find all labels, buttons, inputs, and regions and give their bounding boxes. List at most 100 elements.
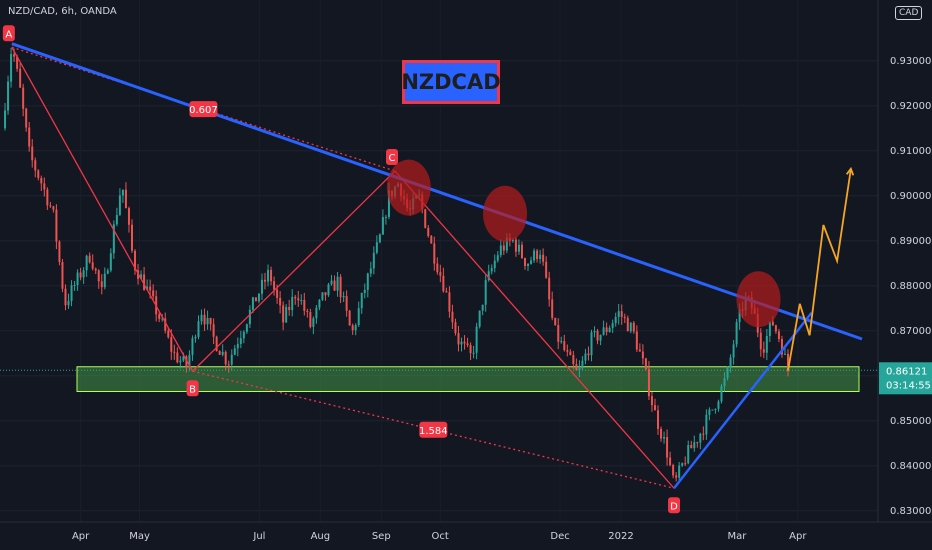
- currency-badge[interactable]: CAD: [895, 6, 923, 20]
- candle-body: [663, 437, 666, 439]
- candle-body: [466, 343, 469, 346]
- resistance-circles: [386, 159, 781, 328]
- candle-body: [366, 273, 369, 290]
- candle-body: [106, 270, 109, 274]
- candle-body: [726, 367, 729, 379]
- candle-body: [221, 351, 224, 355]
- ratio-label: 1.584: [419, 426, 448, 437]
- candle-body: [427, 227, 430, 237]
- candle-body: [140, 274, 143, 279]
- candle-body: [7, 81, 10, 111]
- candle-body: [67, 301, 70, 306]
- candle-body: [124, 189, 127, 209]
- price-axis[interactable]: 0.93000 0.92000 0.91000 0.90000 0.89000 0.880…: [879, 56, 932, 517]
- candle-body: [360, 292, 363, 309]
- candle-body: [502, 245, 505, 251]
- candle-body: [672, 465, 675, 476]
- y-tick-label: 0.93000: [890, 56, 931, 67]
- candle-body: [309, 312, 312, 327]
- candle-body: [539, 254, 542, 259]
- candle-body: [64, 288, 67, 306]
- candle-body: [623, 316, 626, 318]
- x-tick-label: May: [129, 531, 150, 542]
- candle-body: [339, 276, 342, 298]
- candle-body: [596, 330, 599, 341]
- candle-body: [164, 318, 167, 331]
- last-price-label: 0.86121: [886, 366, 927, 377]
- candle-body: [717, 401, 720, 409]
- candle-body: [768, 321, 771, 336]
- countdown-label: 03:14:55: [886, 380, 931, 391]
- candle-body: [276, 289, 279, 298]
- candle-body: [152, 290, 155, 297]
- candle-body: [511, 239, 514, 242]
- candle-body: [185, 356, 188, 368]
- candle-body: [288, 306, 291, 311]
- candle-body: [127, 208, 130, 225]
- candle-body: [765, 335, 768, 353]
- candle-body: [647, 369, 650, 397]
- candle-body: [469, 345, 472, 354]
- candle-body: [270, 269, 273, 282]
- pattern-point-label-bg: [2, 25, 15, 42]
- candle-body: [318, 299, 321, 308]
- pattern-labels: A B C D 0.607 1.584: [2, 25, 681, 514]
- candle-body: [514, 239, 517, 252]
- candle-body: [52, 206, 55, 210]
- candle-body: [215, 336, 218, 351]
- candle-body: [499, 245, 502, 256]
- candle-body: [666, 437, 669, 458]
- candle-body: [203, 314, 206, 325]
- candle-body: [548, 277, 551, 300]
- candle-body: [669, 457, 672, 466]
- candle-body: [167, 330, 170, 338]
- candle-body: [620, 311, 623, 317]
- candle-body: [520, 244, 523, 258]
- candle-body: [321, 292, 324, 300]
- candle-body: [762, 349, 765, 353]
- time-axis[interactable]: Apr May Jul Aug Sep Oct Dec 2022 Mar Apr: [72, 531, 807, 542]
- candle-body: [454, 322, 457, 334]
- candle-body: [43, 183, 46, 190]
- y-tick-label: 0.92000: [890, 101, 931, 112]
- projection-line: [787, 168, 852, 371]
- candle-body: [780, 339, 783, 355]
- candle-body: [777, 331, 780, 340]
- candle-body: [16, 56, 19, 69]
- candle-body: [629, 322, 632, 332]
- candle-body: [227, 364, 230, 366]
- y-tick-label: 0.90000: [890, 191, 931, 202]
- pattern-point-label: B: [189, 384, 196, 395]
- candle-body: [774, 325, 777, 332]
- y-tick-label: 0.83000: [890, 506, 931, 517]
- candle-body: [738, 309, 741, 323]
- candle-body: [179, 360, 182, 363]
- candle-body: [242, 331, 245, 339]
- candle-body: [257, 293, 260, 302]
- candle-body: [608, 327, 611, 333]
- candle-body: [342, 296, 345, 298]
- candle-body: [569, 351, 572, 356]
- x-tick-label: 2022: [608, 531, 633, 542]
- candle-body: [448, 292, 451, 312]
- candle-body: [291, 296, 294, 311]
- pattern-point-label-bg: [186, 380, 199, 397]
- candle-body: [617, 311, 620, 318]
- x-tick-label: Apr: [72, 531, 90, 542]
- candle-body: [327, 284, 330, 296]
- candle-body: [530, 260, 533, 264]
- candle-body: [109, 253, 112, 271]
- candle-body: [478, 310, 481, 327]
- candle-body: [759, 332, 762, 350]
- candle-body: [505, 237, 508, 251]
- candle-body: [224, 351, 227, 365]
- candle-body: [699, 433, 702, 443]
- support-zone-layer: [0, 366, 878, 392]
- candle-body: [34, 160, 37, 171]
- ratio-label-bg: [189, 101, 218, 118]
- candle-body: [79, 272, 82, 278]
- candle-body: [481, 304, 484, 311]
- candle-body: [575, 364, 578, 371]
- candle-body: [267, 269, 270, 282]
